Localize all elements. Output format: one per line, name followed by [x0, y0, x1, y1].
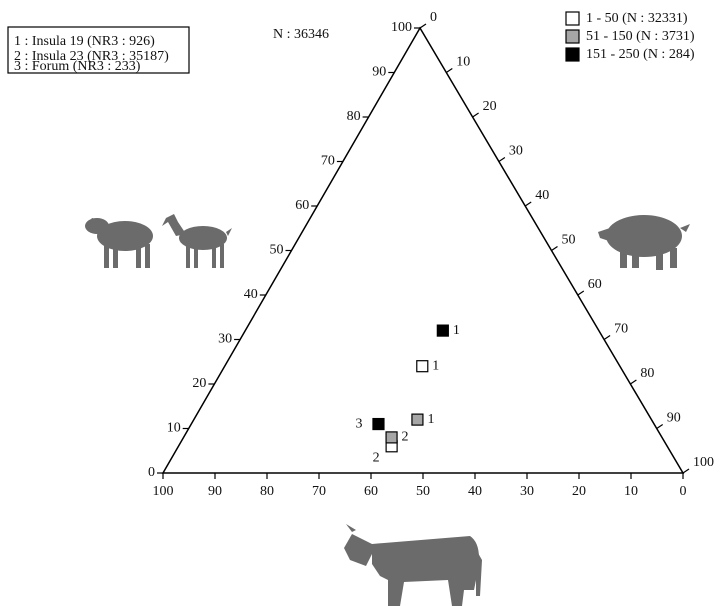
left-tick-label: 40 — [244, 287, 258, 302]
key-line: 3 : Forum (NR3 : 233) — [14, 59, 141, 74]
right-tick-label: 60 — [588, 277, 602, 292]
point-label: 1 — [427, 412, 434, 427]
right-tick-label: 100 — [693, 455, 714, 470]
bottom-tick-label: 90 — [208, 484, 222, 499]
bottom-tick-label: 30 — [520, 484, 534, 499]
tick-mark — [656, 424, 664, 429]
bottom-tick-label: 80 — [260, 484, 274, 499]
point-label: 1 — [453, 323, 460, 338]
data-point — [436, 324, 449, 337]
tick-mark — [445, 68, 453, 73]
bottom-tick-label: 20 — [572, 484, 586, 499]
right-tick-label: 50 — [562, 233, 576, 248]
right-tick-label: 30 — [509, 144, 523, 159]
bottom-tick-label: 0 — [680, 484, 687, 499]
bottom-tick-label: 10 — [624, 484, 638, 499]
left-tick-label: 80 — [347, 109, 361, 124]
right-tick-label: 40 — [535, 188, 549, 203]
left-tick-label: 30 — [218, 332, 232, 347]
right-tick-label: 0 — [430, 10, 437, 25]
tick-mark — [551, 246, 558, 251]
right-tick-label: 20 — [483, 99, 497, 114]
left-tick-label: 100 — [391, 20, 412, 35]
key-box — [7, 26, 190, 74]
tick-mark — [472, 112, 479, 118]
bottom-tick-label: 100 — [153, 484, 174, 499]
left-tick-label: 50 — [270, 243, 284, 258]
data-point — [385, 431, 398, 444]
left-tick-label: 20 — [192, 376, 206, 391]
point-label: 2 — [373, 451, 380, 466]
triangle — [161, 26, 685, 474]
bottom-tick-label: 70 — [312, 484, 326, 499]
legend-label: 151 - 250 (N : 284) — [586, 47, 695, 62]
key-line: 2 : Insula 23 (NR3 : 35187) — [14, 49, 169, 64]
pig-icon — [598, 215, 690, 270]
tick-mark — [682, 468, 690, 474]
legend-label: 1 - 50 (N : 32331) — [586, 11, 688, 26]
left-tick-label: 60 — [295, 198, 309, 213]
data-point — [416, 360, 429, 373]
tick-mark — [603, 335, 611, 340]
tick-mark — [577, 290, 585, 296]
left-tick-label: 0 — [148, 465, 155, 480]
left-tick-label: 70 — [321, 154, 335, 169]
data-point — [372, 417, 385, 431]
tick-mark — [524, 201, 532, 207]
key-line: 1 : Insula 19 (NR3 : 926) — [14, 34, 155, 49]
tick-mark — [630, 379, 637, 385]
right-tick-label: 10 — [456, 55, 470, 70]
left-tick-label: 10 — [167, 421, 181, 436]
right-tick-label: 70 — [614, 322, 628, 337]
bottom-tick-label: 40 — [468, 484, 482, 499]
point-label: 2 — [402, 430, 409, 445]
right-tick-label: 80 — [640, 366, 654, 381]
cow-icon — [344, 524, 482, 606]
annotation: N : 36346 — [273, 27, 329, 42]
goat-icon — [162, 214, 232, 268]
point-label: 3 — [355, 416, 362, 431]
tick-mark — [419, 23, 427, 29]
right-tick-label: 90 — [667, 411, 681, 426]
left-tick-label: 90 — [372, 65, 386, 80]
bottom-tick-label: 50 — [416, 484, 430, 499]
legend-swatch — [565, 29, 580, 44]
point-label: 1 — [432, 358, 439, 373]
bottom-tick-label: 60 — [364, 484, 378, 499]
tick-mark — [498, 157, 506, 162]
sheep-icon — [85, 218, 153, 268]
legend-swatch — [565, 47, 580, 62]
legend-swatch — [565, 11, 580, 26]
legend-label: 51 - 150 (N : 3731) — [586, 29, 695, 44]
data-point — [411, 413, 424, 426]
